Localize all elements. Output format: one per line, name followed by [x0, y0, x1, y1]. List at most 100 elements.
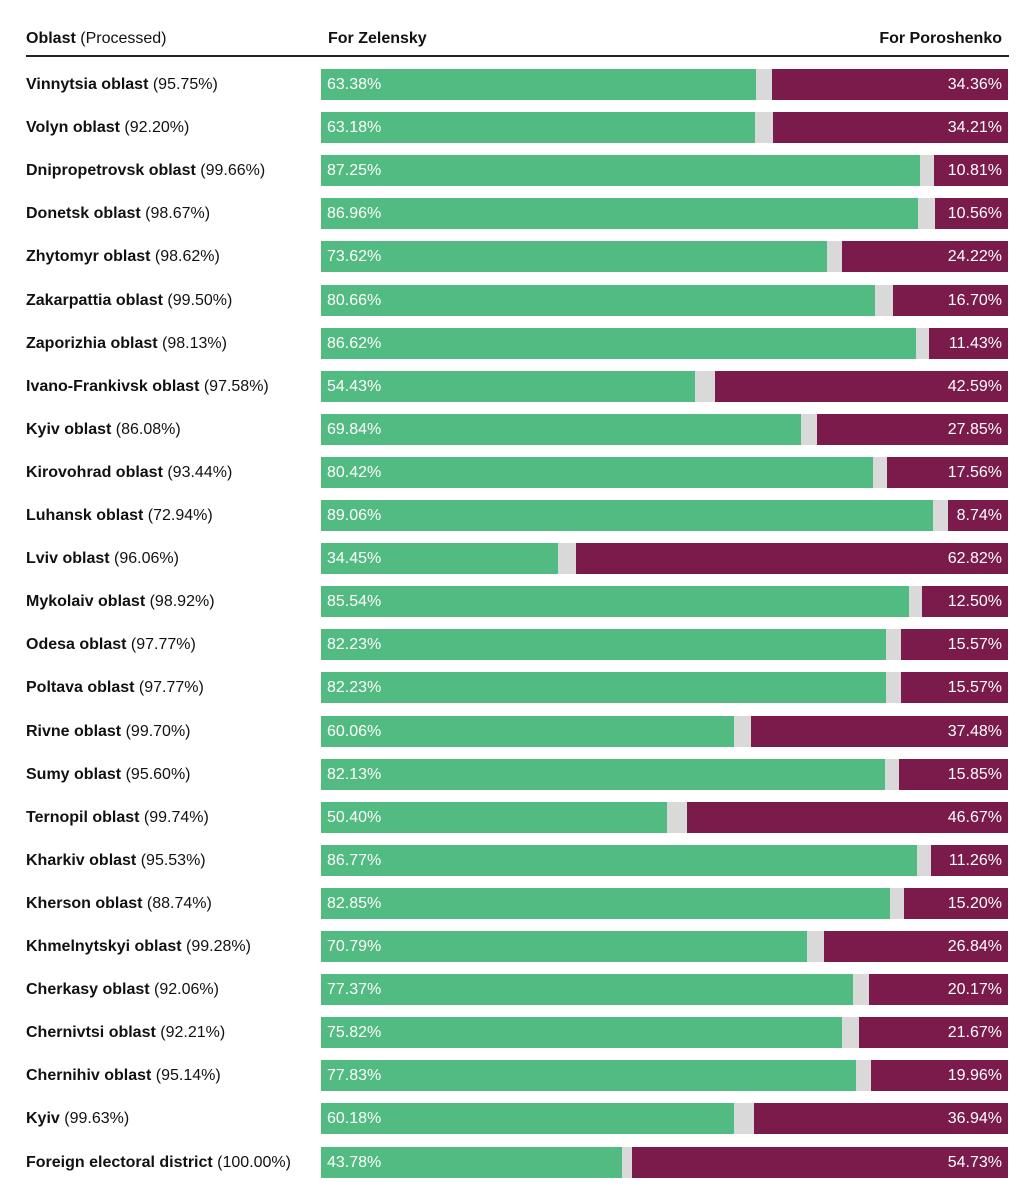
zelensky-bar: 63.18% — [321, 112, 756, 144]
processed-percent: (95.75%) — [148, 76, 218, 93]
row-label: Dnipropetrovsk oblast (99.66%) — [26, 154, 265, 187]
stacked-bar: 82.85% 15.20% — [321, 887, 1008, 919]
poroshenko-value-label: 36.94% — [947, 1110, 1002, 1128]
processed-percent: (98.92%) — [145, 593, 215, 611]
header-rule — [26, 55, 1009, 57]
poroshenko-value-label: 20.17% — [947, 981, 1002, 999]
zelensky-value-label: 82.13% — [327, 765, 382, 783]
stacked-bar: 43.78% 54.73% — [321, 1146, 1008, 1178]
zelensky-bar: 82.23% — [321, 672, 886, 704]
poroshenko-bar: 34.36% — [771, 69, 1008, 100]
stacked-bar: 75.82% 21.67% — [321, 1017, 1008, 1049]
poroshenko-value-label: 10.56% — [947, 205, 1002, 223]
row-label: Poltava oblast (97.77%) — [26, 671, 204, 704]
poroshenko-bar: 26.84% — [823, 931, 1008, 962]
zelensky-value-label: 82.23% — [327, 636, 382, 654]
poroshenko-bar: 10.81% — [933, 155, 1008, 187]
table-row: Lviv oblast (96.06%) 34.45% 62.82% — [0, 542, 1036, 585]
poroshenko-bar: 46.67% — [687, 801, 1008, 833]
row-label: Kherson oblast (88.74%) — [26, 887, 212, 920]
processed-percent: (97.58%) — [199, 377, 269, 395]
oblast-name: Ternopil oblast — [26, 808, 140, 826]
oblast-name: Luhansk oblast — [26, 507, 144, 524]
table-row: Ivano-Frankivsk oblast (97.58%) 54.43% 42.… — [0, 370, 1036, 413]
oblast-name: Kherson oblast — [26, 894, 143, 912]
processed-percent: (92.20%) — [119, 119, 190, 137]
table-row: Kyiv oblast (86.08%) 69.84% 27.85% — [0, 413, 1036, 456]
header-poroshenko: For Poroshenko — [879, 30, 1002, 47]
processed-percent: (99.74%) — [139, 808, 209, 826]
poroshenko-bar: 27.85% — [816, 413, 1008, 445]
stacked-bar: 87.25% 10.81% — [321, 155, 1008, 187]
stacked-bar: 50.40% 46.67% — [321, 801, 1008, 833]
zelensky-value-label: 69.84% — [327, 420, 382, 438]
stacked-bar: 80.42% 17.56% — [321, 456, 1008, 488]
zelensky-value-label: 82.85% — [327, 894, 382, 912]
zelensky-value-label: 63.38% — [327, 76, 382, 93]
table-row: Luhansk oblast (72.94%) 89.06% 8.74% — [0, 499, 1036, 542]
zelensky-bar: 86.62% — [321, 327, 917, 359]
zelensky-value-label: 77.83% — [327, 1067, 382, 1085]
row-label: Sumy oblast (95.60%) — [26, 758, 191, 791]
row-label: Zhytomyr oblast (98.62%) — [26, 240, 220, 273]
zelensky-value-label: 70.79% — [327, 938, 382, 955]
row-label: Ternopil oblast (99.74%) — [26, 801, 209, 834]
poroshenko-bar: 36.94% — [754, 1103, 1008, 1135]
stacked-bar: 80.66% 16.70% — [321, 284, 1008, 316]
poroshenko-value-label: 12.50% — [947, 593, 1002, 611]
processed-percent: (99.50%) — [162, 291, 233, 309]
oblast-name: Kyiv — [26, 1110, 60, 1128]
zelensky-bar: 82.85% — [321, 887, 891, 919]
processed-percent: (98.13%) — [157, 334, 227, 352]
zelensky-bar: 60.06% — [321, 715, 734, 747]
poroshenko-value-label: 11.26% — [948, 851, 1002, 869]
poroshenko-value-label: 11.43% — [948, 334, 1002, 352]
header-zelensky: For Zelensky — [328, 30, 427, 47]
poroshenko-value-label: 27.85% — [947, 420, 1002, 438]
poroshenko-value-label: 46.67% — [947, 808, 1002, 826]
poroshenko-value-label: 24.22% — [947, 248, 1002, 266]
oblast-name: Volyn oblast — [26, 119, 120, 137]
oblast-name: Cherkasy oblast — [26, 981, 150, 999]
zelensky-bar: 82.13% — [321, 758, 886, 790]
poroshenko-bar: 15.57% — [901, 672, 1008, 704]
poroshenko-value-label: 17.56% — [947, 463, 1002, 481]
zelensky-value-label: 86.77% — [327, 851, 382, 869]
zelensky-value-label: 80.66% — [327, 291, 382, 309]
poroshenko-bar: 15.20% — [903, 887, 1008, 919]
zelensky-bar: 77.83% — [321, 1060, 856, 1092]
poroshenko-bar: 20.17% — [869, 974, 1008, 1006]
header-processed-label: (Processed) — [80, 30, 167, 47]
zelensky-bar: 54.43% — [321, 370, 695, 402]
oblast-name: Donetsk oblast — [26, 205, 141, 223]
table-row: Foreign electoral district (100.00%) 43.7… — [0, 1146, 1036, 1189]
processed-percent: (92.06%) — [149, 981, 219, 999]
stacked-bar: 63.38% 34.36% — [321, 69, 1008, 100]
zelensky-bar: 85.54% — [321, 586, 909, 618]
table-row: Donetsk oblast (98.67%) 86.96% 10.56% — [0, 197, 1036, 240]
oblast-name: Lviv oblast — [26, 550, 110, 568]
poroshenko-value-label: 15.57% — [947, 679, 1002, 697]
stacked-bar: 86.77% 11.26% — [321, 844, 1008, 876]
zelensky-value-label: 87.25% — [327, 162, 382, 180]
processed-percent: (95.60%) — [121, 765, 191, 783]
poroshenko-bar: 34.21% — [772, 112, 1008, 144]
poroshenko-value-label: 34.36% — [947, 76, 1002, 93]
poroshenko-value-label: 26.84% — [947, 938, 1002, 955]
poroshenko-bar: 10.56% — [935, 198, 1008, 230]
processed-percent: (100.00%) — [212, 1153, 291, 1171]
stacked-bar: 77.37% 20.17% — [321, 974, 1008, 1006]
oblast-name: Mykolaiv oblast — [26, 593, 146, 611]
row-label: Foreign electoral district (100.00%) — [26, 1146, 291, 1179]
stacked-bar: 63.18% 34.21% — [321, 112, 1008, 144]
poroshenko-value-label: 54.73% — [947, 1153, 1002, 1171]
stacked-bar: 70.79% 26.84% — [321, 931, 1008, 962]
processed-percent: (98.67%) — [140, 205, 211, 223]
table-row: Kyiv (99.63%) 60.18% 36.94% — [0, 1102, 1036, 1145]
poroshenko-value-label: 34.21% — [947, 119, 1002, 137]
poroshenko-value-label: 8.74% — [956, 507, 1002, 524]
oblast-name: Kirovohrad oblast — [26, 463, 163, 481]
poroshenko-bar: 37.48% — [750, 715, 1008, 747]
zelensky-bar: 63.38% — [321, 69, 757, 100]
stacked-bar: 82.13% 15.85% — [321, 758, 1008, 790]
